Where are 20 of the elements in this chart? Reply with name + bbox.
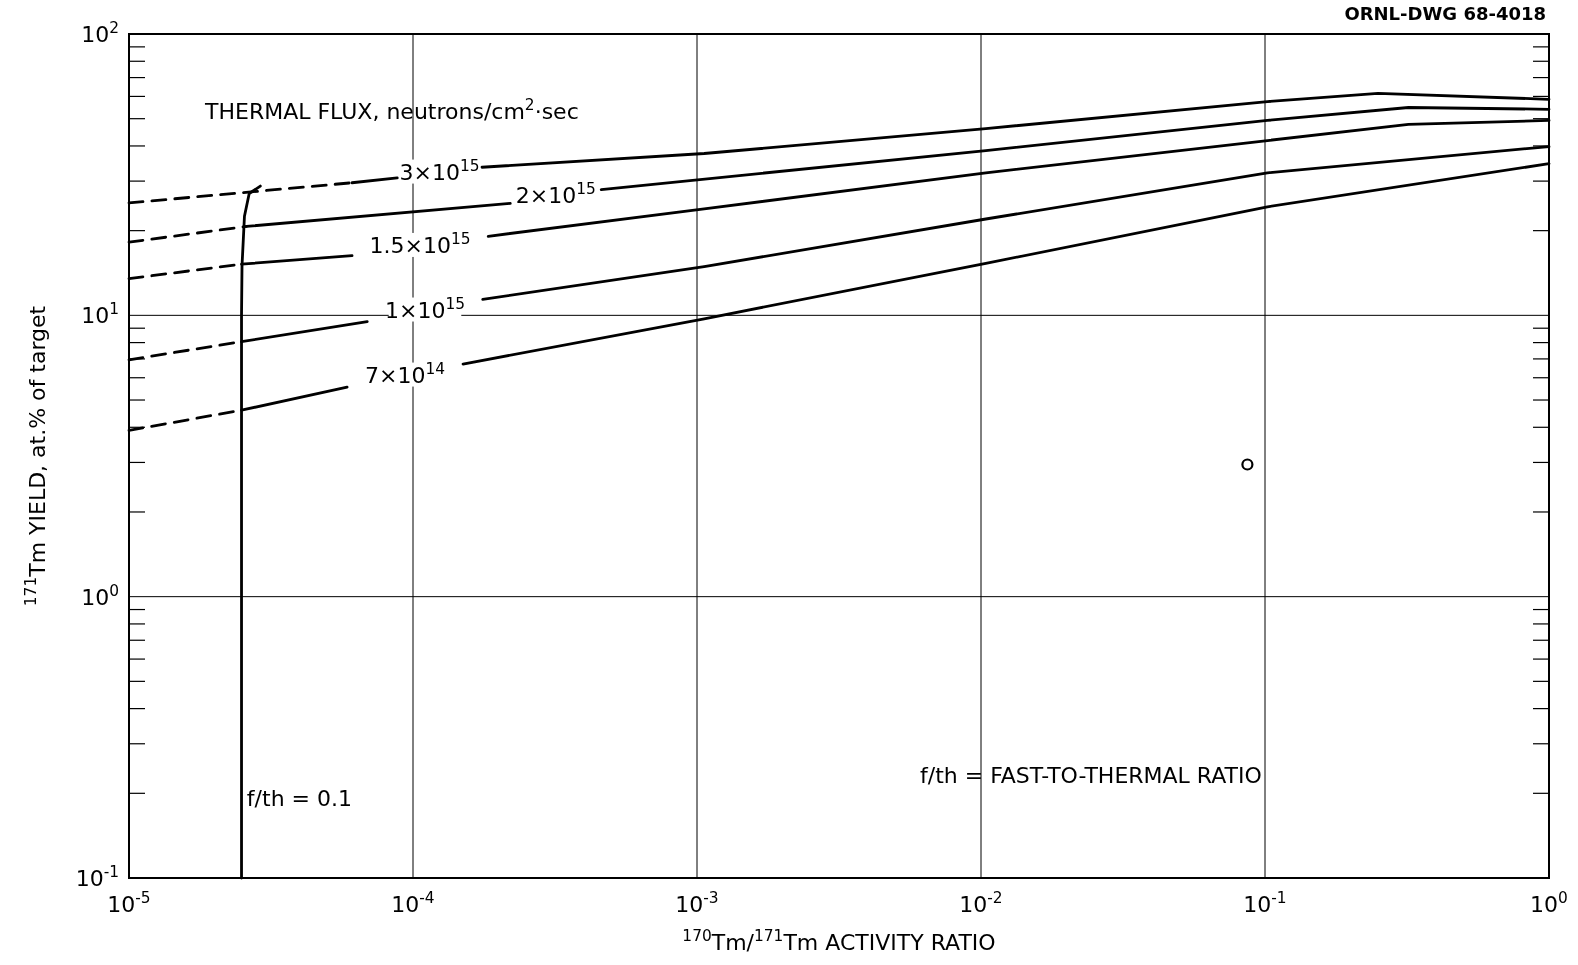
x-tick-label: 10$^{-4}$ bbox=[391, 889, 435, 917]
annotation: f/th = FAST-TO-THERMAL RATIO bbox=[920, 763, 1262, 788]
y-tick-label: 10$^{-1}$ bbox=[75, 863, 119, 891]
x-tick-label: 10$^{0}$ bbox=[1530, 889, 1568, 917]
x-tick-label: 10$^{-1}$ bbox=[1243, 889, 1287, 917]
x-tick-label: 10$^{-5}$ bbox=[107, 889, 151, 917]
y-tick-label: 10$^{2}$ bbox=[81, 19, 119, 47]
annotation: THERMAL FLUX, neutrons/cm$^{2}$·sec bbox=[204, 96, 579, 124]
series-label: 3×10$^{15}$ bbox=[399, 156, 480, 185]
series-label: 1.5×10$^{15}$ bbox=[369, 229, 471, 258]
x-tick-label: 10$^{-2}$ bbox=[959, 889, 1003, 917]
x-axis-title: $^{170}$Tm/$^{171}$Tm ACTIVITY RATIO bbox=[682, 927, 996, 955]
y-tick-label: 10$^{1}$ bbox=[81, 300, 119, 329]
series-label: 1×10$^{15}$ bbox=[384, 294, 465, 323]
text: ORNL-DWG 68-4018 bbox=[1344, 3, 1546, 24]
series-label: 2×10$^{15}$ bbox=[515, 180, 596, 209]
annotation: f/th = 0.1 bbox=[246, 786, 352, 812]
series-label: 7×10$^{14}$ bbox=[365, 359, 446, 388]
x-tick-label: 10$^{-3}$ bbox=[675, 889, 719, 917]
y-tick-label: 10$^{0}$ bbox=[81, 581, 119, 610]
